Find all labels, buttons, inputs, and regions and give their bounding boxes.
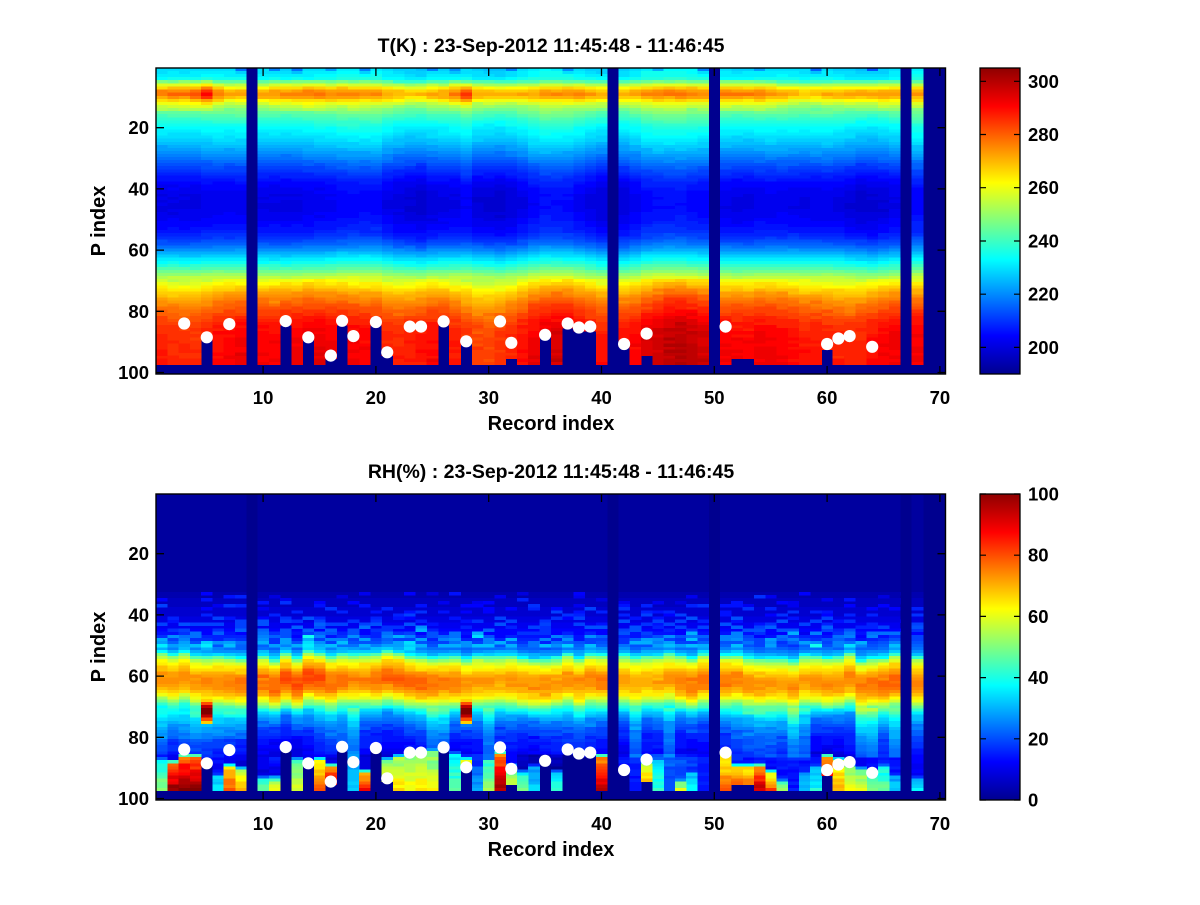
svg-text:50: 50: [704, 387, 725, 408]
svg-text:10: 10: [253, 813, 274, 834]
svg-text:RH(%) : 23-Sep-2012 11:45:48 -: RH(%) : 23-Sep-2012 11:45:48 - 11:46:45: [368, 461, 735, 483]
svg-text:80: 80: [1028, 545, 1049, 566]
svg-text:70: 70: [930, 387, 951, 408]
svg-text:260: 260: [1028, 177, 1059, 198]
svg-text:40: 40: [591, 387, 612, 408]
svg-text:100: 100: [118, 362, 149, 383]
svg-text:P index: P index: [88, 612, 110, 683]
svg-text:60: 60: [128, 666, 149, 687]
svg-text:20: 20: [1028, 728, 1049, 749]
svg-text:Record index: Record index: [488, 413, 615, 435]
svg-text:30: 30: [478, 387, 499, 408]
svg-text:20: 20: [128, 117, 149, 138]
svg-text:10: 10: [253, 387, 274, 408]
svg-text:40: 40: [591, 813, 612, 834]
svg-text:30: 30: [478, 813, 499, 834]
svg-text:220: 220: [1028, 284, 1059, 305]
svg-text:50: 50: [704, 813, 725, 834]
svg-text:240: 240: [1028, 231, 1059, 252]
svg-text:Record index: Record index: [488, 839, 615, 861]
svg-text:40: 40: [128, 604, 149, 625]
svg-text:300: 300: [1028, 71, 1059, 92]
svg-text:0: 0: [1028, 790, 1038, 811]
svg-text:20: 20: [128, 543, 149, 564]
svg-text:200: 200: [1028, 337, 1059, 358]
svg-text:280: 280: [1028, 124, 1059, 145]
svg-text:60: 60: [128, 240, 149, 261]
svg-text:80: 80: [128, 301, 149, 322]
svg-text:40: 40: [1028, 667, 1049, 688]
svg-text:40: 40: [128, 178, 149, 199]
svg-text:P index: P index: [88, 186, 110, 257]
svg-text:20: 20: [366, 387, 387, 408]
svg-text:100: 100: [1028, 484, 1059, 505]
svg-text:60: 60: [1028, 606, 1049, 627]
svg-text:100: 100: [118, 788, 149, 809]
svg-text:70: 70: [930, 813, 951, 834]
svg-text:80: 80: [128, 727, 149, 748]
svg-text:T(K) : 23-Sep-2012 11:45:48 -: T(K) : 23-Sep-2012 11:45:48 - 11:46:45: [378, 35, 725, 57]
svg-text:60: 60: [817, 387, 838, 408]
svg-text:20: 20: [366, 813, 387, 834]
svg-text:60: 60: [817, 813, 838, 834]
